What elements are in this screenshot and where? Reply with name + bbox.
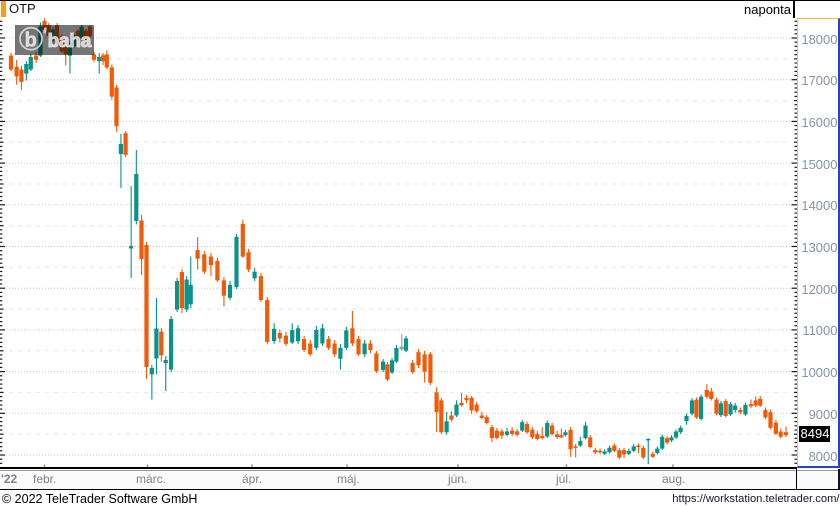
svg-text:b: b xyxy=(24,30,36,52)
svg-text:baha: baha xyxy=(47,31,91,52)
